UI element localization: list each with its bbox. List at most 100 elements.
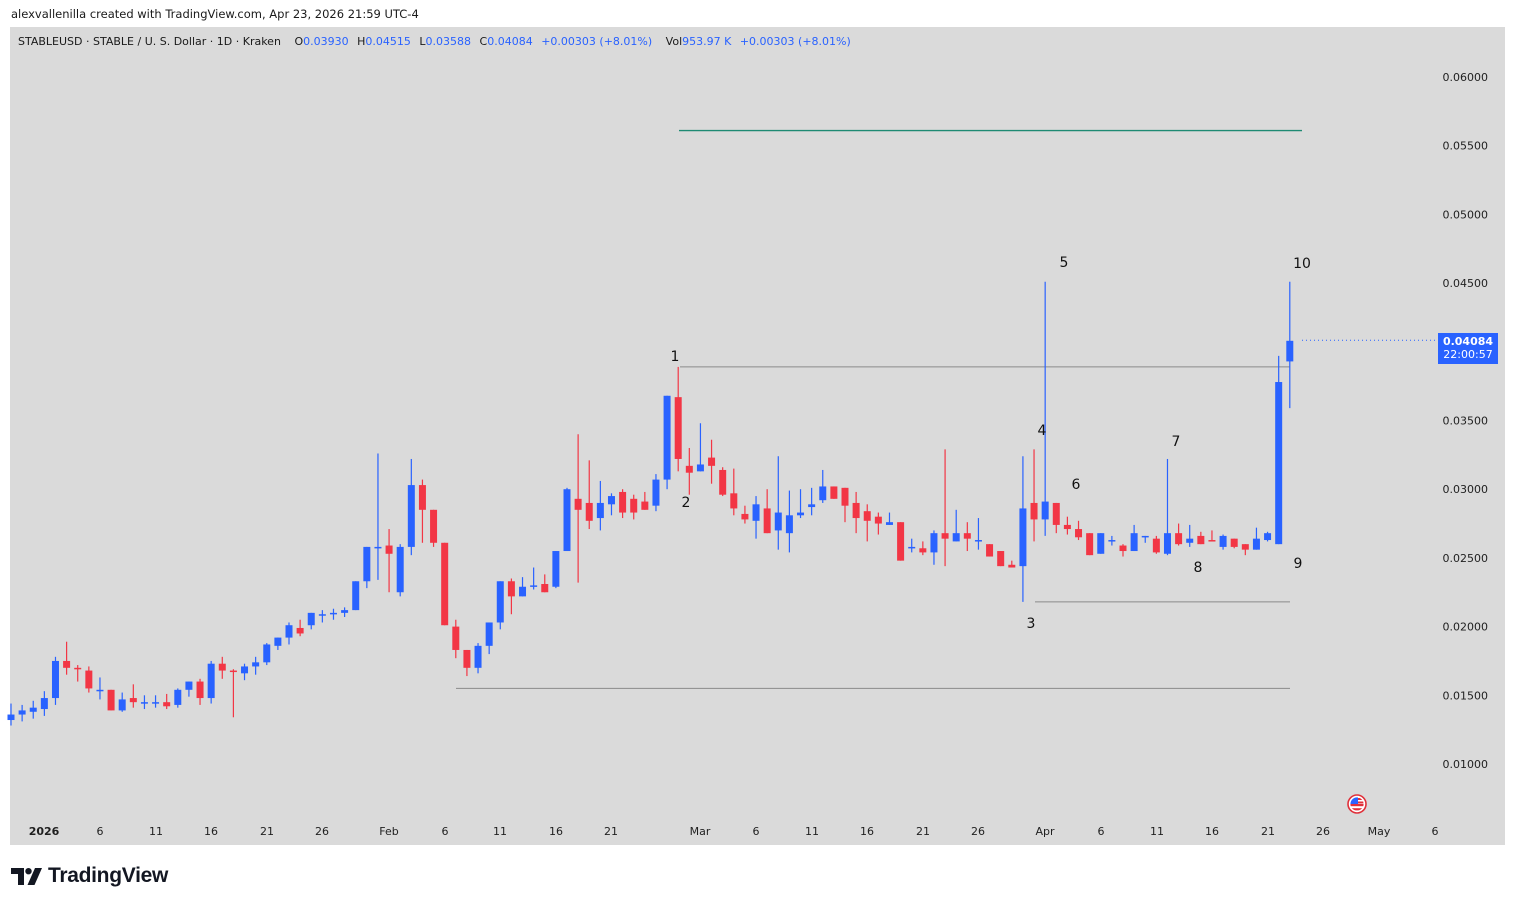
price-tick-label: 0.06000 [1443, 71, 1489, 84]
candle [974, 518, 982, 550]
tradingview-logo[interactable]: TradingView [11, 864, 168, 888]
candle [863, 504, 871, 542]
candle [752, 496, 760, 539]
candle [741, 505, 749, 524]
close-label: C [479, 35, 488, 48]
candle [485, 622, 493, 655]
symbol-legend: STABLEUSD · STABLE / U. S. Dollar · 1D ·… [18, 35, 851, 48]
chart-credit: alexvallenilla created with TradingView.… [11, 7, 419, 21]
wave-label: 3 [1027, 616, 1036, 632]
price-tick-label: 0.04500 [1443, 277, 1489, 290]
candle [663, 395, 671, 490]
candle [329, 608, 337, 620]
candle [285, 622, 293, 645]
price-tick-label: 0.02000 [1443, 621, 1489, 634]
candle [29, 700, 37, 719]
candle [1141, 535, 1149, 543]
candle [252, 656, 260, 675]
time-tick-label: 21 [260, 825, 274, 838]
candle [7, 703, 15, 726]
candle [1241, 544, 1249, 556]
candle [585, 460, 593, 530]
candle [474, 643, 482, 674]
price-axis[interactable]: 0.06000 0.05500 0.05000 0.04500 0.03500 0.030… [1443, 71, 1489, 771]
candle [18, 704, 26, 722]
price-tick-label: 0.01500 [1443, 689, 1489, 702]
time-tick-label: 6 [97, 825, 104, 838]
time-tick-label: 26 [971, 825, 985, 838]
candle [341, 607, 349, 617]
high-value: 0.04515 [365, 35, 411, 48]
low-label: L [419, 35, 426, 48]
low-value: 0.03588 [425, 35, 472, 48]
time-tick-label: 6 [1098, 825, 1105, 838]
tradingview-logo-icon [11, 867, 42, 885]
time-tick-label: 16 [549, 825, 563, 838]
candle [385, 529, 393, 593]
time-tick-label: 16 [204, 825, 218, 838]
candle [140, 695, 148, 710]
candle [919, 541, 927, 556]
wave-label: 1 [671, 349, 680, 365]
time-tick-label: 11 [149, 825, 163, 838]
candle [129, 684, 137, 708]
drawing-lines[interactable] [456, 129, 1302, 689]
last-price-tag: 0.04084 22:00:57 [1438, 333, 1498, 364]
candle [952, 509, 960, 542]
candle [908, 538, 916, 553]
candle [574, 434, 582, 583]
change-value: +0.00303 (+8.01%) [541, 35, 653, 48]
candle [107, 689, 115, 711]
price-tick-label: 0.05500 [1443, 140, 1489, 153]
candle [696, 423, 704, 472]
candle [986, 544, 994, 557]
candle [1130, 524, 1138, 552]
candle [296, 619, 304, 637]
candle [274, 637, 282, 650]
candle [196, 678, 204, 705]
candle [685, 447, 693, 495]
high-label: H [357, 35, 366, 48]
candle [507, 578, 515, 615]
candle [496, 581, 504, 630]
candle [1097, 533, 1105, 554]
wave-label: 9 [1294, 556, 1303, 572]
candle [1252, 527, 1260, 550]
wave-label: 7 [1172, 434, 1181, 450]
wave-label: 5 [1060, 255, 1069, 271]
candle [241, 663, 249, 681]
candle [1041, 281, 1049, 536]
candle [963, 522, 971, 552]
time-tick-label: 26 [1316, 825, 1330, 838]
candle [96, 677, 104, 700]
time-tick-label: Feb [379, 825, 398, 838]
candle [163, 693, 171, 710]
candle [708, 439, 716, 484]
open-label: O [294, 35, 304, 48]
candle [40, 691, 48, 716]
candle [885, 512, 893, 525]
candle [63, 641, 71, 675]
chart-pane[interactable] [10, 27, 1505, 845]
candle [207, 660, 215, 704]
candle [307, 612, 315, 630]
us-flag-event-icon[interactable] [1347, 794, 1367, 814]
candle [1163, 458, 1171, 556]
time-axis[interactable]: 2026 6 11 16 21 26 Feb 6 11 16 21 Mar 6 11 16 21 26 Apr 6 1… [29, 825, 1439, 838]
candle [897, 522, 905, 561]
time-tick-label: Mar [690, 825, 711, 838]
time-tick-label: 21 [916, 825, 930, 838]
candle [51, 656, 59, 705]
candle [830, 486, 838, 499]
candle [174, 688, 182, 708]
price-tick-label: 0.05000 [1443, 208, 1489, 221]
volume-change-value: +0.00303 (+8.01%) [739, 35, 851, 48]
price-tick-label: 0.01000 [1443, 758, 1489, 771]
candle [797, 489, 805, 519]
time-tick-label: Apr [1035, 825, 1055, 838]
candle [1197, 531, 1205, 545]
candle [552, 551, 560, 589]
candle [1230, 538, 1238, 549]
price-tick-label: 0.02500 [1443, 552, 1489, 565]
